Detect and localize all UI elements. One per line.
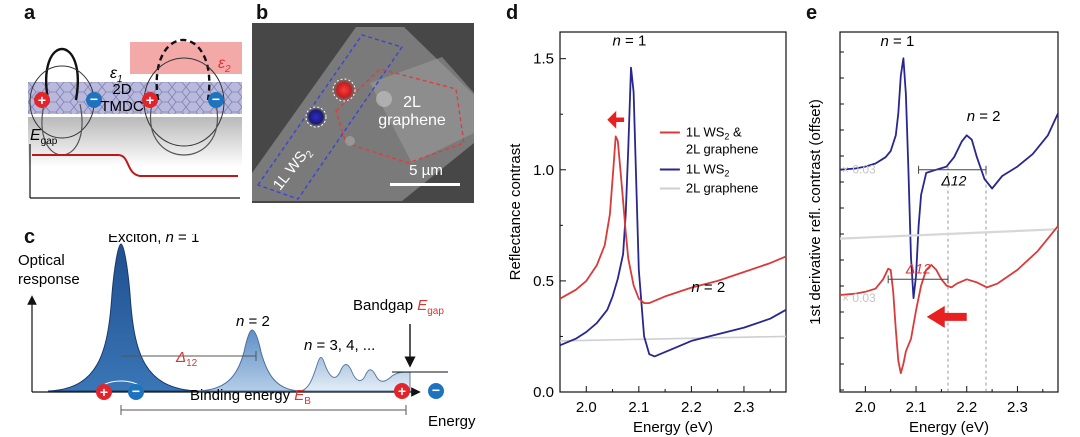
- svg-text:+: +: [38, 92, 46, 108]
- exciton-peak-n1: [47, 243, 199, 392]
- panel-label-b: b: [256, 2, 269, 24]
- d-x-tick-label: 2.1: [628, 399, 649, 416]
- delta12-label: Δ12: [175, 349, 198, 369]
- e-series-line-2: [839, 225, 1059, 375]
- scale-bar: [390, 183, 460, 186]
- exciton-peaks-n345: [299, 357, 411, 392]
- material-label-2: TMDC: [100, 98, 143, 115]
- graphene-region-label-1: 2L: [403, 94, 421, 111]
- panel-label-a: a: [24, 2, 36, 24]
- svg-text:+: +: [146, 92, 154, 108]
- d-n2-label: n = 2: [691, 279, 725, 296]
- bandgap-label: Bandgap Egap: [353, 297, 444, 317]
- d-shift-arrow: [607, 110, 625, 129]
- svg-text:−: −: [90, 91, 98, 107]
- field-line-right-top: [155, 38, 211, 101]
- e-shift-arrow: [926, 305, 967, 328]
- hole-left: [34, 92, 50, 108]
- d-y-tick-label: 1.5: [533, 51, 554, 68]
- d-series-line-1: [559, 66, 787, 358]
- chart-e: 2.0 2.1 2.2 2.3 Energy (eV) 1st derivative re…: [807, 31, 1059, 436]
- hole-c-n1: [96, 384, 112, 400]
- panel-c-schematic: + − + − Exciton, n = 1 Optical response …: [18, 234, 476, 430]
- d-legend-entry: 2L graphene: [686, 180, 759, 195]
- svg-text:+: +: [398, 383, 406, 399]
- d-legend-entry: 1L WS2 &: [686, 124, 742, 141]
- e-series-line-0: [839, 57, 1059, 300]
- e-n1-label: n = 1: [881, 33, 915, 50]
- e-delta-label-bottom: Δ12: [905, 260, 931, 276]
- optical-response-label-1: Optical: [18, 252, 65, 269]
- panel-label-d: d: [506, 2, 519, 24]
- chart-d: 2.0 2.1 2.2 2.3 0.0 0.5 1.0 1.5 Energy (eV) Refle…: [507, 31, 787, 436]
- exciton-n1-label: Exciton, n = 1: [108, 234, 199, 246]
- electron-c-gap: [428, 383, 444, 399]
- electron-c-n1: [128, 384, 144, 400]
- electron-left: [86, 92, 102, 108]
- d-legend-entry: 1L WS2: [686, 161, 730, 178]
- electron-right: [208, 92, 224, 108]
- d-x-tick-label: 2.0: [576, 399, 597, 416]
- optical-response-label-2: response: [18, 271, 80, 288]
- e-x-tick-label: 2.0: [855, 399, 876, 416]
- svg-text:−: −: [432, 382, 440, 398]
- graphene-region-label-2: graphene: [378, 112, 446, 129]
- e-x-tick-label: 2.3: [1007, 399, 1028, 416]
- e-scale-note-bottom: × 0.03: [842, 291, 876, 305]
- egap-profile-line: [32, 154, 238, 177]
- d-series-line-2: [559, 335, 787, 342]
- c-x-axis-label: Energy: [428, 413, 476, 430]
- n345-label: n = 3, 4, ...: [304, 337, 375, 354]
- e-plot-frame: [839, 31, 1059, 393]
- d-x-tick-label: 2.2: [681, 399, 702, 416]
- d-series-line-0: [559, 135, 787, 305]
- e-scale-note-top: × 0.03: [842, 163, 876, 177]
- measurement-spot-blue: [306, 107, 326, 127]
- panel-label-e: e: [806, 2, 818, 24]
- eps2-label: ε2: [218, 55, 231, 75]
- measurement-spot-red: [332, 78, 356, 102]
- panel-a-schematic: + − + − ε1 ε2 2D TMDC Egap: [28, 38, 242, 199]
- hole-c-gap: [394, 383, 410, 399]
- field-line-right-bottom: [149, 103, 219, 156]
- d-plot-frame: [559, 31, 787, 393]
- svg-text:−: −: [132, 383, 140, 399]
- d-x-tick-label: 2.3: [734, 399, 755, 416]
- binding-energy-label: Binding energy EB: [190, 387, 311, 407]
- exciton-peak-n2: [197, 329, 301, 392]
- svg-text:+: +: [100, 384, 108, 400]
- d-y-tick-label: 0.5: [533, 273, 554, 290]
- ws2-region-outline: [256, 34, 404, 200]
- substrate-region: [28, 117, 242, 167]
- field-line-left-top: [45, 47, 79, 101]
- d-x-axis-label: Energy (eV): [633, 419, 713, 436]
- e-x-tick-label: 2.1: [906, 399, 927, 416]
- panel-label-c: c: [24, 226, 36, 248]
- hole-right: [142, 92, 158, 108]
- e-delta-label-top: Δ12: [940, 173, 966, 189]
- panel-b-micrograph: 2L graphene 1L WS2 5 µm: [252, 23, 474, 203]
- d-legend-entry-line2: 2L graphene: [686, 141, 759, 156]
- d-y-axis-label: Reflectance contrast: [507, 143, 524, 281]
- e-n2-label: n = 2: [967, 108, 1001, 125]
- e-x-axis-label: Energy (eV): [909, 419, 989, 436]
- egap-label: Egap: [30, 127, 58, 147]
- material-label-1: 2D: [112, 81, 131, 98]
- d-y-tick-label: 1.0: [533, 162, 554, 179]
- scale-bar-label: 5 µm: [409, 162, 443, 179]
- e-y-axis-label: 1st derivative refl. contrast (offset): [807, 99, 824, 325]
- eps1-label: ε1: [110, 65, 123, 85]
- svg-text:−: −: [212, 91, 220, 107]
- e-series-line-1: [839, 228, 1059, 240]
- e-x-tick-label: 2.2: [956, 399, 977, 416]
- d-n1-label: n = 1: [613, 32, 647, 49]
- n2-label: n = 2: [236, 313, 270, 330]
- d-y-tick-label: 0.0: [533, 384, 554, 401]
